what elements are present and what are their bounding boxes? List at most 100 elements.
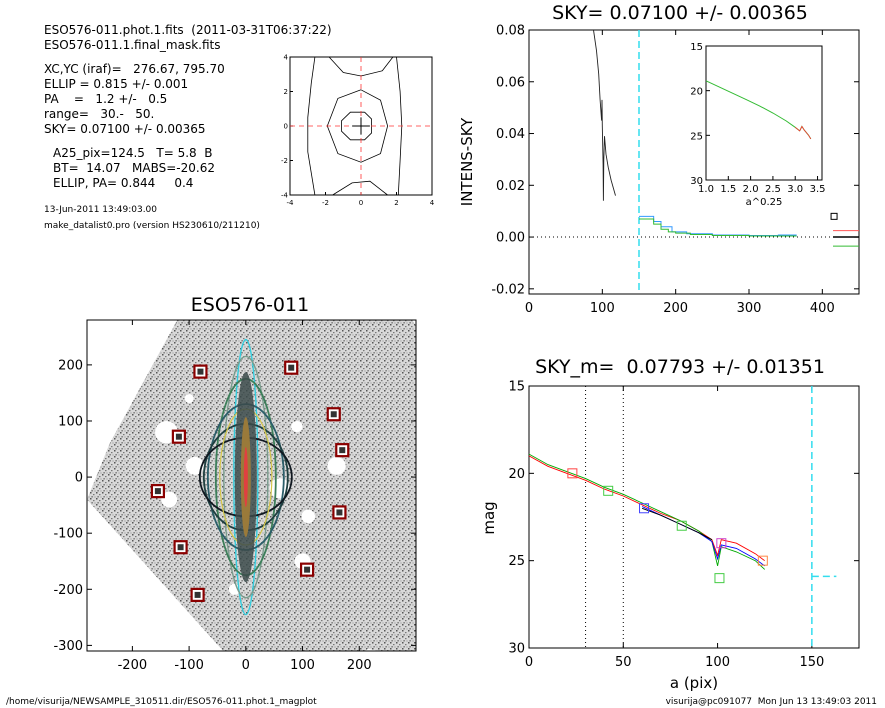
inset-xtick-label: 3.0 xyxy=(787,184,803,195)
filename-line: ESO576-011.phot.1.fits (2011-03-31T06:37… xyxy=(44,23,332,37)
inset-ytick-label: 25 xyxy=(690,131,703,142)
magnitude-marker xyxy=(567,468,578,479)
image-corner-field xyxy=(342,583,416,651)
contour-ytick-label: -2 xyxy=(281,157,288,165)
image-ytick-label: -200 xyxy=(53,583,83,598)
image-content xyxy=(87,320,416,651)
contour-xtick-label: -2 xyxy=(322,199,329,207)
image-ytick-label: 100 xyxy=(58,415,83,430)
masked-region xyxy=(228,583,241,595)
image-frame xyxy=(86,319,417,652)
star-core xyxy=(154,488,161,495)
magnitude-series-line xyxy=(528,455,765,562)
image-title: ESO576-011 xyxy=(190,294,310,316)
magnitude-marker xyxy=(716,538,727,549)
magnitude-ytick-label: 15 xyxy=(508,380,525,395)
inset-frame xyxy=(705,45,823,181)
inset-xtick-label: 2.0 xyxy=(743,184,759,195)
inset-xtick-label: 1.5 xyxy=(720,184,736,195)
masked-region xyxy=(291,420,303,433)
star-core xyxy=(330,411,337,418)
image-xtick-label: 0 xyxy=(242,658,250,673)
magnitude-xtick-label: 100 xyxy=(705,655,730,670)
intensity-ytick-label: 0.06 xyxy=(496,75,525,90)
image-ytick-label: -100 xyxy=(53,527,83,542)
contour-xtick-label: -4 xyxy=(287,199,295,207)
isophote-ellipse xyxy=(233,338,259,616)
contour-xtick-label: 4 xyxy=(430,199,435,207)
magnitude-series-line xyxy=(641,507,713,541)
star-core xyxy=(194,591,201,598)
intensity-title: SKY= 0.07100 +/- 0.00365 xyxy=(552,2,808,24)
contour-line xyxy=(326,89,389,163)
star-core xyxy=(175,433,182,440)
magnitude-marker xyxy=(603,485,614,496)
magnitude-ylabel: mag xyxy=(480,501,498,534)
intensity-xtick-label: 100 xyxy=(590,301,615,316)
star-core xyxy=(177,544,184,551)
inset-ytick-label: 20 xyxy=(690,87,703,98)
intensity-xtick-label: 300 xyxy=(737,301,762,316)
image-ytick-label: -300 xyxy=(53,639,83,654)
star-core xyxy=(336,509,343,516)
contour-ytick-label: 4 xyxy=(284,54,289,62)
star-core xyxy=(304,566,311,573)
extra-a25: A25_pix=124.5 T= 5.8 B xyxy=(53,146,213,160)
intensity-profile-line xyxy=(593,29,616,201)
intensity-frame xyxy=(528,29,860,295)
image-xtick-label: -200 xyxy=(118,658,148,673)
star-core xyxy=(197,368,204,375)
inset-xtick-label: 1.0 xyxy=(698,184,714,195)
inset-ytick-label: 30 xyxy=(690,176,703,187)
contour-ytick-label: 0 xyxy=(284,123,288,131)
magnitude-ytick-label: 30 xyxy=(508,642,525,657)
magnitude-series-line xyxy=(528,453,766,570)
intensity-steps-green xyxy=(639,218,797,237)
param-center: XC,YC (iraf)= 276.67, 795.70 xyxy=(44,62,225,76)
inset-xtick-label: 2.5 xyxy=(765,184,781,195)
masked-region xyxy=(161,491,178,508)
image-ytick-label: 0 xyxy=(75,471,83,486)
magnitude-marker xyxy=(757,555,768,566)
param-range: range= 30.- 50. xyxy=(44,107,155,121)
magnitude-ytick-label: 20 xyxy=(508,467,525,482)
inset-curve-red xyxy=(794,125,812,140)
intensity-xtick-label: 200 xyxy=(663,301,688,316)
contour-line xyxy=(332,180,388,196)
masked-region xyxy=(301,509,316,524)
intensity-ytick-label: -0.02 xyxy=(491,282,525,297)
intensity-xtick-label: 400 xyxy=(810,301,835,316)
contour-xtick-label: 0 xyxy=(359,199,363,207)
galaxy-nucleus xyxy=(243,447,248,508)
contour-xtick-label: 2 xyxy=(394,199,398,207)
intensity-ytick-label: 0.02 xyxy=(496,179,525,194)
intensity-sky-marker xyxy=(830,212,838,220)
magnitude-xtick-label: 150 xyxy=(799,655,824,670)
magnitude-xtick-label: 50 xyxy=(615,655,632,670)
magnitude-xtick-label: 0 xyxy=(525,655,533,670)
masked-region xyxy=(327,456,346,475)
mask-filename-line: ESO576-011.1.final_mask.fits xyxy=(44,38,221,52)
contour-line xyxy=(341,111,373,141)
isophote-ellipse xyxy=(223,355,269,599)
image-xtick-label: 200 xyxy=(347,658,372,673)
run-date: 13-Jun-2011 13:49:03.00 xyxy=(44,205,158,215)
intensity-ytick-label: 0.04 xyxy=(496,127,525,142)
contour-line xyxy=(307,56,316,196)
star-core xyxy=(339,447,346,454)
magnitude-ytick-label: 25 xyxy=(508,554,525,569)
program-version: make_datalist0.pro (version HS230610/211… xyxy=(44,221,260,231)
contour-ytick-label: 2 xyxy=(284,88,288,96)
magnitude-marker xyxy=(714,573,725,584)
masked-region xyxy=(184,394,194,404)
magnitude-frame xyxy=(528,385,860,649)
image-xtick-label: -100 xyxy=(174,658,204,673)
intensity-steps-blue xyxy=(639,215,797,237)
contour-ytick-label: -4 xyxy=(281,192,289,200)
magnitude-marker xyxy=(676,520,687,531)
intensity-ylabel: INTENS-SKY xyxy=(458,117,476,206)
intensity-ytick-label: 0.00 xyxy=(496,231,525,246)
inset-xlabel: a^0.25 xyxy=(746,197,783,208)
